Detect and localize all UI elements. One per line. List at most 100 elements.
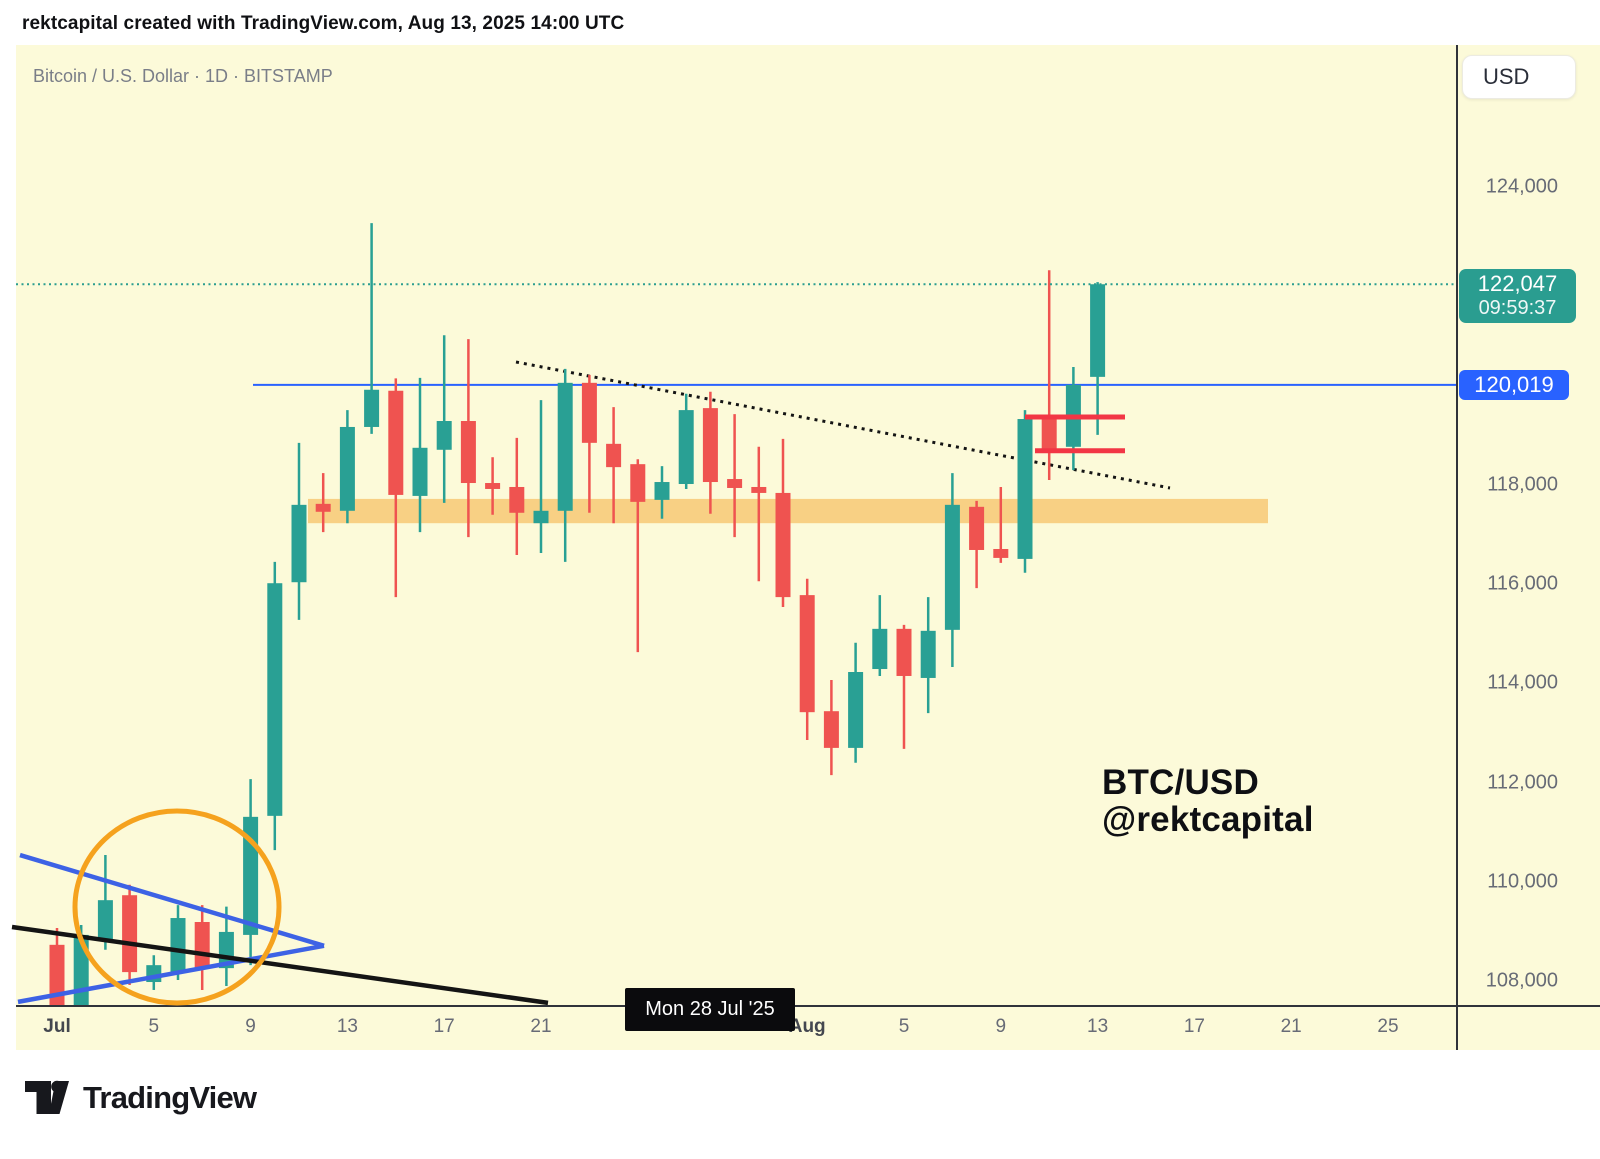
candle-body	[751, 486, 767, 493]
attribution-text: rektcapital created with TradingView.com…	[22, 13, 625, 34]
price-axis-label: 108,000	[1485, 969, 1558, 992]
candle	[993, 486, 1009, 563]
symbol-title: Bitcoin / U.S. Dollar · 1D · BITSTAMP	[33, 66, 333, 86]
candle	[848, 642, 864, 763]
time-axis-label: 9	[245, 1016, 256, 1037]
candle-body	[170, 918, 186, 973]
footer: TradingView	[24, 1080, 257, 1116]
candle	[122, 884, 138, 985]
candle-body	[654, 482, 670, 500]
candle	[751, 446, 767, 582]
candle	[533, 400, 549, 553]
candle-body	[969, 506, 985, 550]
candle	[339, 410, 355, 524]
candle-body	[485, 483, 501, 489]
candle-body	[944, 504, 960, 630]
candle-body	[509, 486, 525, 513]
candle-body	[49, 944, 65, 1005]
candle-body	[678, 410, 694, 485]
candle-countdown: 09:59:37	[1478, 297, 1557, 320]
candle	[509, 437, 525, 555]
candle-body	[993, 548, 1009, 558]
watermark: BTC/USD @rektcapital	[1102, 764, 1314, 838]
candles-layer	[49, 223, 1106, 1005]
tradingview-logo-text: TradingView	[83, 1080, 257, 1115]
candle-body	[1017, 419, 1033, 559]
crosshair-date-badge: Mon 28 Jul '25	[625, 988, 795, 1031]
candle	[630, 459, 646, 653]
highlight-circle	[72, 808, 282, 1006]
price-axis-label: 116,000	[1487, 572, 1558, 595]
candle	[654, 466, 670, 519]
price-scale[interactable]	[1457, 45, 1600, 1050]
candle	[920, 597, 936, 714]
candle	[727, 414, 743, 538]
candle	[243, 779, 259, 966]
candle	[97, 855, 113, 950]
time-axis-label: 21	[1280, 1016, 1302, 1037]
candle	[364, 223, 380, 434]
time-axis-label: 5	[898, 1016, 910, 1037]
candle	[678, 393, 694, 489]
price-axis-line	[1456, 45, 1458, 1050]
candle-body	[194, 922, 210, 969]
candle	[799, 578, 815, 740]
candle	[702, 391, 718, 514]
candle-body	[727, 479, 743, 488]
price-axis-label: 112,000	[1487, 771, 1558, 794]
pennant-lower-line	[17, 943, 325, 1005]
candle	[581, 374, 597, 513]
candle	[194, 905, 210, 990]
time-axis-label: 21	[530, 1016, 552, 1037]
price-axis-label: 124,000	[1485, 175, 1558, 198]
candle	[388, 378, 404, 598]
last-price-badge: 122,047 09:59:37	[1459, 269, 1576, 324]
time-axis-label: 17	[1183, 1016, 1205, 1037]
time-axis-label: Jul	[43, 1016, 71, 1037]
candle-body	[872, 628, 888, 670]
candle	[267, 561, 283, 851]
candle	[872, 595, 888, 676]
candle-body	[702, 408, 718, 483]
candle-body	[1090, 284, 1106, 377]
candle-body	[823, 711, 839, 748]
time-axis-label: 5	[148, 1016, 160, 1037]
time-axis-label: 9	[995, 1016, 1007, 1037]
candle-body	[557, 382, 573, 511]
watermark-handle: @rektcapital	[1102, 800, 1314, 840]
price-level-badge: 120,019	[1459, 369, 1569, 400]
candle-body	[460, 421, 476, 484]
candle-body	[533, 510, 549, 524]
candle-body	[339, 426, 355, 511]
candle-body	[799, 595, 815, 713]
candle-body	[315, 503, 331, 512]
candle-body	[436, 421, 452, 450]
candle	[1017, 410, 1033, 573]
candle-body	[630, 464, 646, 502]
candle-body	[388, 390, 404, 495]
last-price-value: 122,047	[1477, 271, 1558, 297]
candle	[170, 905, 186, 981]
time-axis-label: 13	[1087, 1016, 1109, 1037]
candle	[606, 407, 622, 524]
price-axis-label: 118,000	[1487, 473, 1558, 496]
candle-body	[1041, 418, 1057, 450]
candle	[485, 457, 501, 515]
currency-toggle-button[interactable]: USD	[1462, 55, 1576, 99]
tradingview-logo[interactable]: TradingView	[24, 1080, 257, 1116]
candle	[291, 442, 307, 620]
black-trendline	[11, 924, 549, 1006]
time-scale[interactable]	[16, 1007, 1600, 1050]
candle-body	[97, 900, 113, 940]
price-axis-label: 110,000	[1487, 870, 1558, 893]
candle-body	[267, 583, 283, 816]
candle-body	[848, 672, 864, 748]
tradingview-logo-icon	[25, 1080, 69, 1114]
candle-body	[364, 389, 380, 427]
time-axis-label: Aug	[788, 1016, 826, 1037]
time-axis-label: 25	[1377, 1016, 1399, 1037]
candle	[557, 368, 573, 562]
watermark-symbol: BTC/USD	[1102, 763, 1259, 802]
